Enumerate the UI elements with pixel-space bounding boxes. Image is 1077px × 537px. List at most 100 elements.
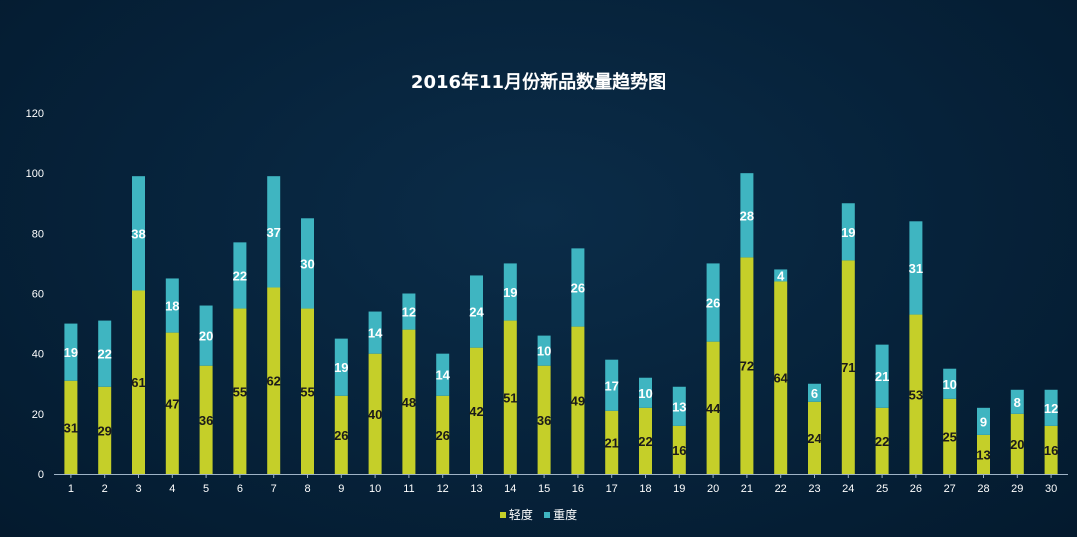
data-label-heavy: 14 [368,326,383,341]
bar-light [605,410,619,474]
data-label-heavy: 26 [571,280,585,295]
data-label-heavy: 19 [334,360,348,375]
bar-heavy [774,269,788,282]
data-label-light: 55 [233,384,247,399]
bar-light [368,353,382,474]
x-tick-label: 18 [639,483,651,495]
x-tick-label: 15 [538,483,550,495]
bar-light [132,290,145,474]
x-tick-label: 21 [741,483,753,495]
legend-item-light[interactable]: 轻度 [499,506,533,523]
x-tick-label: 3 [135,483,141,495]
data-label-heavy: 37 [266,225,280,240]
bar-heavy [301,218,314,309]
data-label-heavy: 10 [942,377,956,392]
data-label-heavy: 12 [402,305,416,320]
data-label-light: 42 [469,404,483,419]
bar-light [199,365,213,474]
data-label-heavy: 6 [811,386,818,401]
bar-light [706,341,720,474]
x-tick-label: 11 [403,483,414,495]
bar-light [402,329,416,474]
bar-heavy [808,383,821,402]
bar-light [740,257,754,474]
bar-light [774,281,788,474]
data-label-heavy: 22 [233,268,247,283]
data-label-heavy: 10 [638,386,652,401]
bar-heavy [537,335,551,366]
bar-heavy [943,368,957,399]
bar-light [470,347,483,474]
bar-light [977,434,990,474]
data-label-heavy: 24 [469,305,484,320]
y-tick-label: 0 [38,469,44,481]
data-label-light: 26 [334,428,348,443]
data-label-light: 36 [199,413,213,428]
x-tick-label: 8 [304,483,310,495]
data-label-light: 13 [976,447,990,462]
data-label-light: 47 [165,396,179,411]
x-tick-label: 5 [203,483,209,495]
data-label-light: 55 [300,384,314,399]
bar-light [301,308,314,474]
x-tick-label: 17 [606,483,618,495]
data-label-light: 16 [1044,443,1058,458]
bar-heavy [334,338,348,396]
data-label-heavy: 31 [909,261,923,276]
x-tick-label: 14 [504,483,516,495]
data-label-light: 40 [368,407,382,422]
data-label-heavy: 19 [503,285,517,300]
bar-light [233,308,247,474]
bar-light [503,320,517,474]
bar-heavy [368,311,382,354]
bar-light [537,365,551,474]
legend-item-heavy[interactable]: 重度 [544,506,577,523]
data-label-light: 31 [64,420,78,435]
bar-light [1044,425,1058,474]
data-label-light: 24 [807,431,822,446]
data-label-light: 49 [571,393,585,408]
bar-heavy [639,377,652,408]
x-tick-label: 28 [977,483,989,495]
data-label-heavy: 30 [300,256,314,271]
bar-light [639,407,652,474]
bar-light [165,332,179,474]
bar-light [841,260,855,474]
data-label-heavy: 26 [706,296,720,311]
bar-heavy [470,275,483,348]
y-tick-label: 100 [26,168,44,180]
bar-light [909,314,923,474]
data-label-heavy: 4 [777,268,785,283]
x-tick-label: 30 [1045,483,1057,495]
data-label-light: 22 [875,434,889,449]
bar-light [808,401,821,474]
x-tick-label: 23 [808,483,820,495]
x-tick-label: 19 [673,483,685,495]
bar-light [267,287,281,474]
bar-heavy [977,407,990,435]
bar-heavy [199,305,213,366]
data-label-light: 48 [402,395,416,410]
data-label-light: 20 [1010,437,1024,452]
data-label-heavy: 19 [841,225,855,240]
bar-heavy [402,293,416,330]
bar-light [943,398,957,474]
bar-heavy [571,248,585,327]
x-tick-label: 1 [68,483,74,495]
x-tick-label: 25 [876,483,888,495]
legend: 轻度 重度 [0,506,1077,523]
data-label-light: 53 [909,387,923,402]
bar-heavy [165,278,179,333]
bar-heavy [605,359,619,411]
data-label-light: 44 [706,401,721,416]
legend-label-heavy: 重度 [553,508,578,522]
bar-heavy [1010,389,1024,414]
x-tick-label: 7 [271,483,277,495]
bar-heavy [841,203,855,261]
x-tick-label: 29 [1011,483,1023,495]
x-tick-label: 20 [707,483,719,495]
data-label-light: 62 [266,374,280,389]
bar-heavy [909,221,923,315]
x-tick-label: 27 [944,483,956,495]
x-tick-label: 26 [910,483,922,495]
